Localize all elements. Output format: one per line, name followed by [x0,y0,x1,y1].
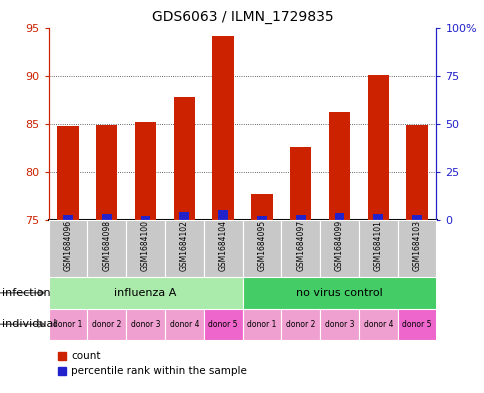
Text: GDS6063 / ILMN_1729835: GDS6063 / ILMN_1729835 [151,10,333,24]
Bar [319,309,358,340]
Bar [397,309,436,340]
Bar [165,220,203,277]
Bar [319,220,358,277]
Bar [140,216,150,220]
Text: GSM1684095: GSM1684095 [257,220,266,271]
Text: no virus control: no virus control [296,288,382,298]
Text: donor 3: donor 3 [324,320,353,329]
Bar [57,126,78,220]
Bar [87,309,126,340]
Text: GSM1684097: GSM1684097 [296,220,304,271]
Bar [203,309,242,340]
Text: GSM1684104: GSM1684104 [218,220,227,271]
Bar [367,75,388,220]
Bar [289,147,311,220]
Bar [165,309,203,340]
Bar [173,97,195,220]
Text: donor 2: donor 2 [286,320,315,329]
Bar [251,194,272,220]
Bar [87,220,126,277]
Bar [242,220,281,277]
Text: GSM1684102: GSM1684102 [180,220,188,271]
Text: individual: individual [2,319,57,329]
Bar [96,125,117,220]
Bar [358,220,397,277]
Bar [63,215,73,220]
Bar [295,215,305,220]
Bar [406,125,427,220]
Text: GSM1684103: GSM1684103 [412,220,421,271]
Bar [358,309,397,340]
Bar [242,309,281,340]
Legend: count, percentile rank within the sample: count, percentile rank within the sample [54,347,251,381]
Bar [102,214,111,220]
Bar [334,213,344,220]
Bar [281,309,319,340]
Bar [179,212,189,220]
Bar [203,220,242,277]
Bar [126,309,165,340]
Text: donor 5: donor 5 [402,320,431,329]
Bar [328,112,349,220]
Text: donor 2: donor 2 [92,320,121,329]
Text: GSM1684098: GSM1684098 [102,220,111,271]
Text: GSM1684101: GSM1684101 [373,220,382,271]
Text: donor 5: donor 5 [208,320,237,329]
Bar [212,36,233,220]
Bar [397,220,436,277]
Bar [281,220,319,277]
Bar [48,277,242,309]
Bar [411,215,421,220]
Bar [257,216,266,220]
Text: donor 3: donor 3 [131,320,160,329]
Text: GSM1684100: GSM1684100 [141,220,150,271]
Bar [373,214,382,220]
Bar [242,277,436,309]
Text: influenza A: influenza A [114,288,176,298]
Text: donor 4: donor 4 [169,320,198,329]
Bar [218,211,227,220]
Text: GSM1684096: GSM1684096 [63,220,72,271]
Text: infection: infection [2,288,51,298]
Text: donor 1: donor 1 [247,320,276,329]
Bar [126,220,165,277]
Bar [135,122,156,220]
Text: donor 4: donor 4 [363,320,392,329]
Text: donor 1: donor 1 [53,320,82,329]
Text: GSM1684099: GSM1684099 [334,220,343,271]
Bar [48,220,87,277]
Bar [48,309,87,340]
